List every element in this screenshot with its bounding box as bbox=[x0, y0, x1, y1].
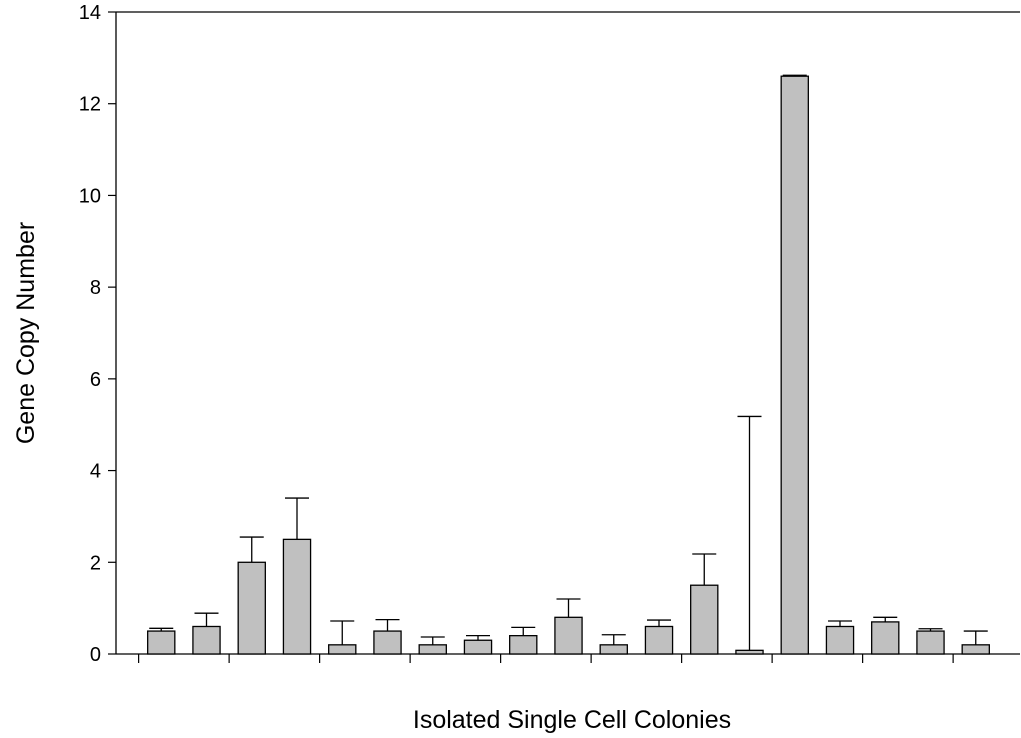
y-tick-label: 8 bbox=[90, 277, 101, 299]
bar bbox=[192, 625, 221, 655]
bar bbox=[735, 649, 764, 655]
error-bar bbox=[828, 620, 852, 627]
bar bbox=[554, 616, 583, 655]
error-bar bbox=[149, 627, 174, 632]
error-bar bbox=[647, 619, 671, 627]
x-axis-title: Isolated Single Cell Colonies bbox=[413, 706, 731, 734]
axes bbox=[115, 11, 1020, 663]
error-bar bbox=[511, 626, 536, 636]
error-bar bbox=[330, 620, 355, 645]
y-tick-label: 12 bbox=[79, 94, 101, 116]
bar bbox=[871, 621, 900, 655]
bar bbox=[825, 625, 855, 655]
bar bbox=[373, 630, 402, 655]
bar bbox=[147, 630, 176, 655]
y-axis-ticks: 0 2 4 6 8 10 12 14 bbox=[79, 2, 116, 666]
error-bar bbox=[918, 628, 943, 632]
y-tick-label: 6 bbox=[90, 369, 101, 391]
y-tick-label: 2 bbox=[90, 552, 101, 574]
error-bar bbox=[692, 553, 717, 586]
error-bar bbox=[782, 74, 807, 77]
bar bbox=[282, 538, 312, 655]
error-bar bbox=[194, 612, 219, 627]
error-bar bbox=[556, 598, 581, 618]
error-bar bbox=[375, 618, 400, 632]
error-bar bbox=[873, 616, 898, 622]
error-bar bbox=[239, 536, 264, 563]
bar bbox=[961, 644, 990, 655]
bar bbox=[418, 644, 447, 655]
error-bar bbox=[737, 415, 762, 651]
y-tick-label: 0 bbox=[90, 644, 101, 666]
bar bbox=[780, 75, 809, 655]
bar bbox=[237, 561, 266, 655]
y-tick-label: 10 bbox=[79, 185, 101, 207]
bar bbox=[328, 644, 357, 655]
bar bbox=[509, 635, 538, 655]
bar bbox=[463, 639, 493, 655]
bar bbox=[644, 625, 674, 655]
y-axis-title: Gene Copy Number bbox=[12, 222, 40, 444]
bar bbox=[690, 584, 719, 655]
error-bar bbox=[963, 630, 988, 645]
bars bbox=[147, 75, 990, 655]
error-bar bbox=[601, 634, 626, 645]
error-bar bbox=[420, 636, 445, 645]
bar bbox=[916, 630, 945, 655]
y-tick-label: 14 bbox=[79, 2, 101, 24]
error-bars bbox=[149, 74, 988, 651]
y-tick-label: 4 bbox=[90, 461, 101, 483]
bar bbox=[599, 644, 628, 655]
error-bar bbox=[466, 635, 490, 641]
error-bar bbox=[285, 497, 309, 540]
